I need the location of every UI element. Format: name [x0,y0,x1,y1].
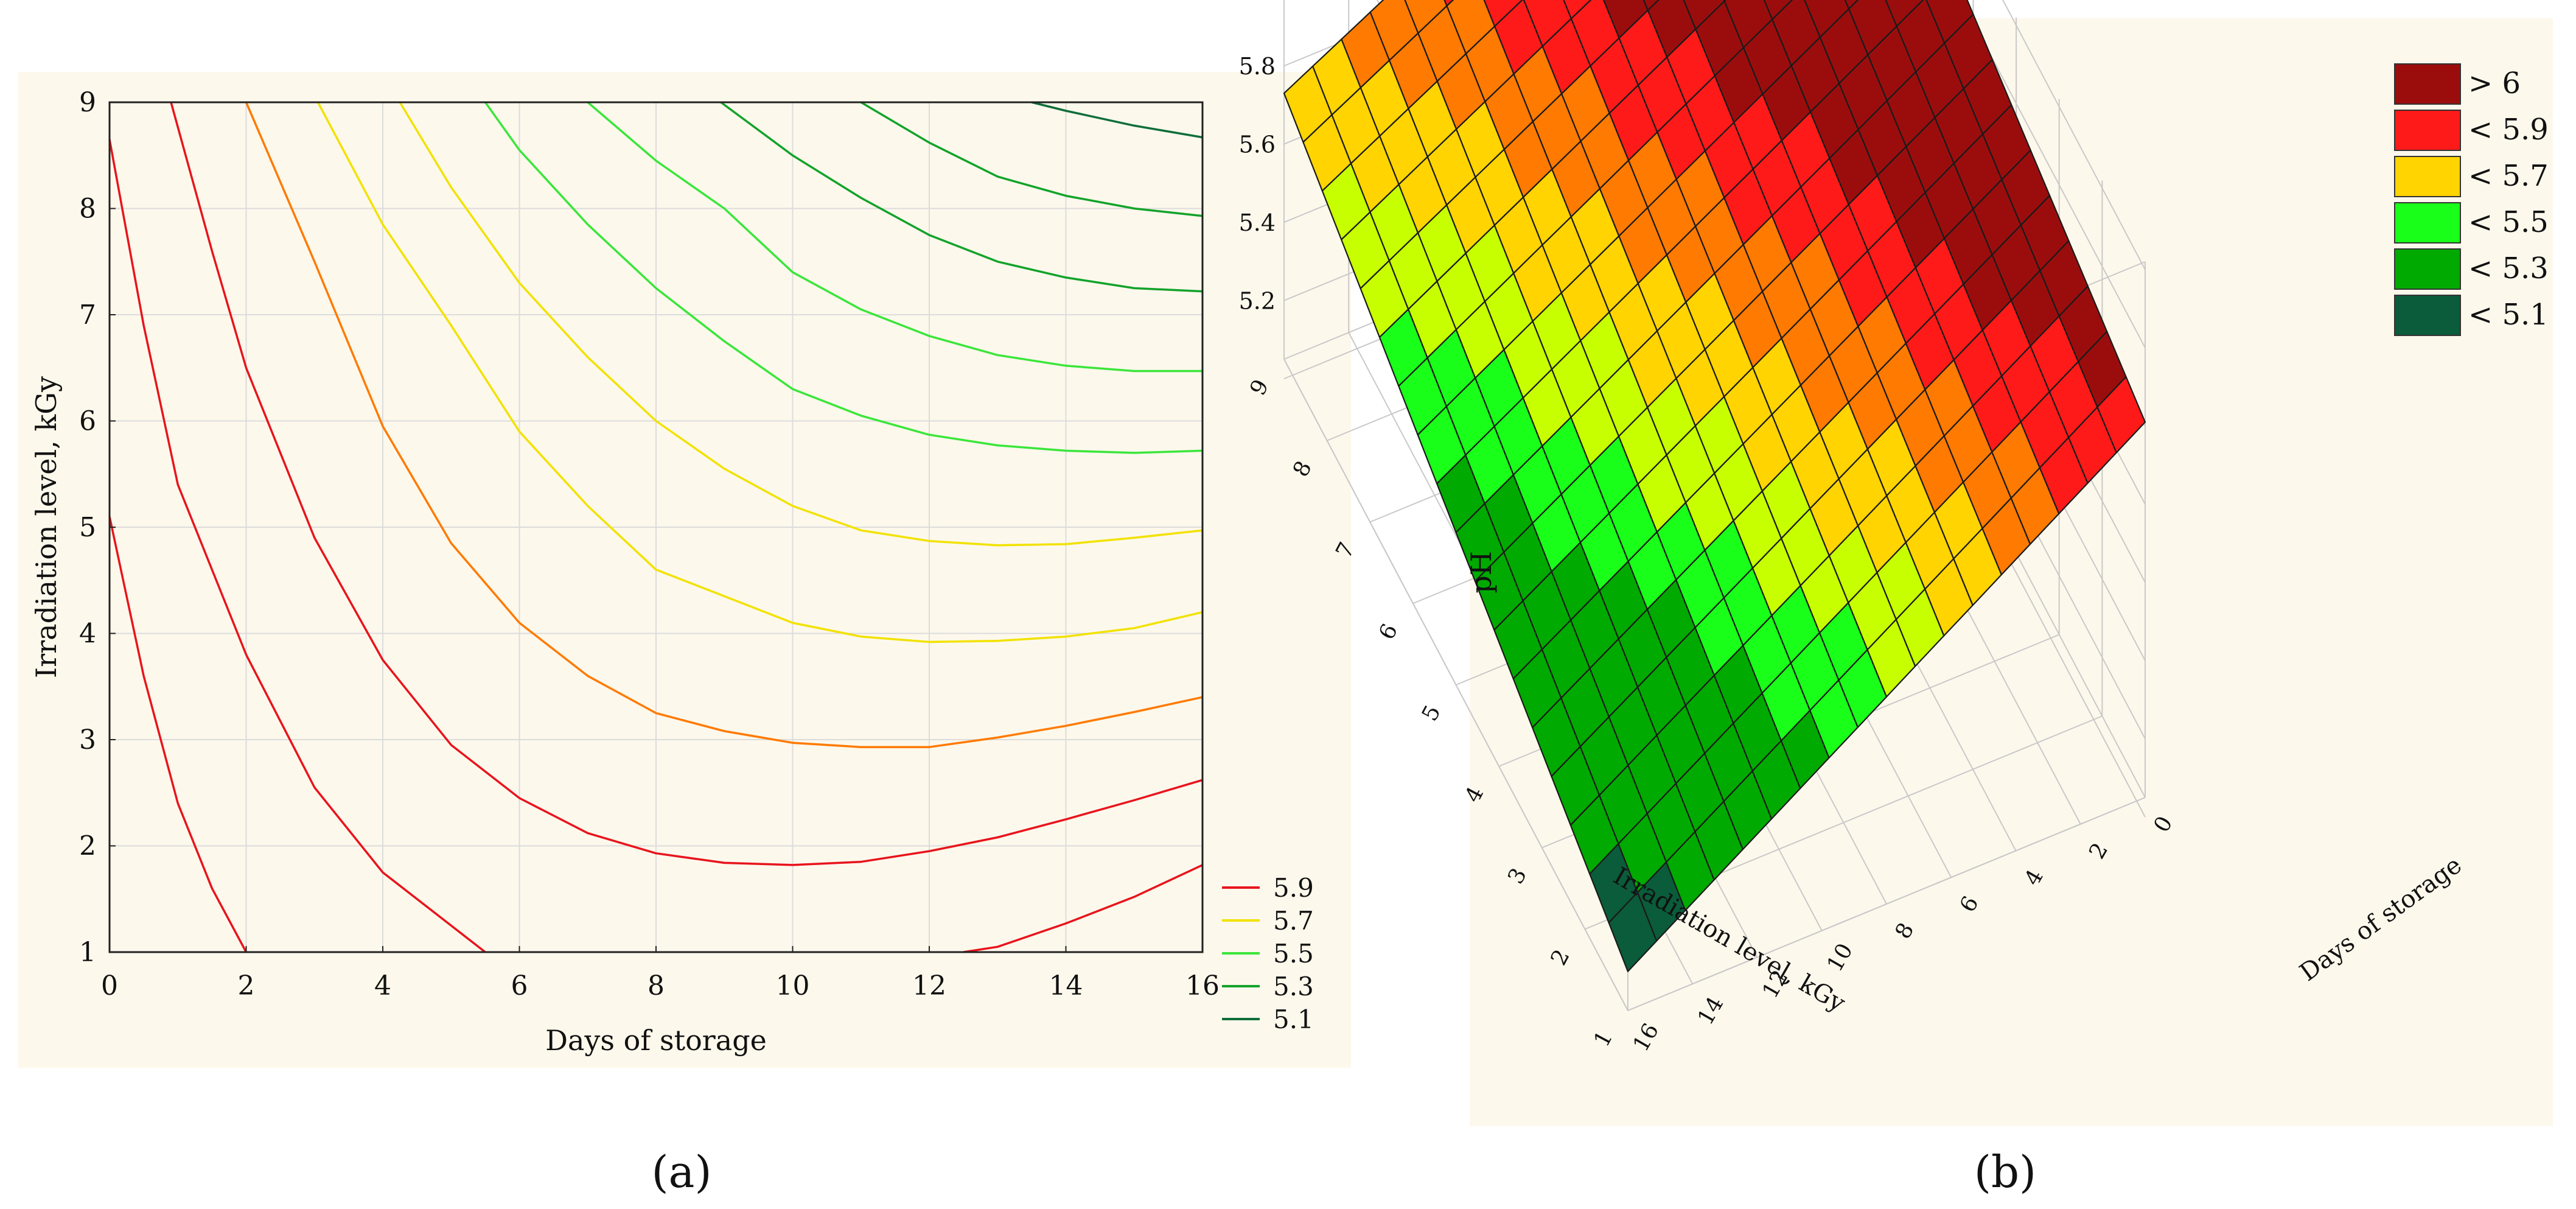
surface-cell [1404,0,1448,34]
surface-cell [1642,0,1660,11]
contour-y-tick-label: 8 [79,194,96,225]
contour-line [108,139,486,953]
surface-box-edge [1283,359,1628,1011]
contour-legend-label: 5.5 [1273,939,1314,969]
surface-legend-swatch [2394,110,2461,151]
contour-legend-label: 5.7 [1273,906,1314,936]
contour-line [245,102,1203,748]
contour-x-tick-label: 10 [776,970,810,1001]
surface-legend-label: < 5.5 [2468,205,2549,239]
surface-legend-label: > 6 [2468,66,2521,100]
contour-x-tick-label: 6 [511,970,528,1001]
surface-legend-label: < 5.7 [2468,159,2549,193]
contour-x-tick-label: 12 [912,970,946,1001]
surface-cell [1763,0,1793,20]
surface-cell [1483,0,1523,27]
surface-legend-label: < 5.3 [2468,251,2549,286]
surface-cell [1925,0,1974,44]
contour-x-ticks: 0 2 4 6 8 10 12 14 16 [101,946,1220,1001]
contour-line [720,101,1203,293]
contour-y-axis-title: Irradiation level, kGy [30,376,63,678]
contour-y-tick-label: 1 [79,937,96,968]
contour-x-tick-label: 16 [1185,970,1220,1001]
contour-lines [108,101,1203,953]
surface-cell [1723,0,1727,2]
contour-x-tick-label: 8 [647,970,665,1001]
contour-y-tick-label: 4 [79,619,96,650]
panel-label-a: (a) [651,1146,711,1197]
surface-wall-gridline [2002,0,2146,270]
surface-y-tick-label: 5 [1417,701,1446,725]
contour-x-axis-title: Days of storage [545,1024,767,1057]
contour-line [484,101,1203,454]
surface-legend-label: < 5.1 [2468,298,2549,332]
surface-box-edge [1627,797,2146,1011]
surface-legend-swatch [2394,63,2461,105]
contour-line [587,101,1202,373]
surface-cell [1683,0,1725,30]
surface-legend-swatch [2394,248,2461,290]
surface-legend-label: < 5.9 [2468,113,2549,147]
contour-y-tick-label: 2 [79,831,96,862]
surface-z-axis-title: pH [1465,551,1498,594]
contour-legend-label: 5.1 [1273,1004,1314,1034]
surface-legend-swatch [2394,156,2461,197]
contour-line [108,516,248,953]
surface-legend-swatch [2394,202,2461,244]
contour-line [399,102,1203,547]
contour-line [1031,101,1203,139]
contour-y-tick-label: 6 [79,406,96,437]
contour-line [170,102,1203,866]
surface-panel: 5.25.45.65.86.06.26.41234567890246810121… [1239,0,2553,1126]
contour-x-tick-label: 4 [374,970,391,1001]
surface-legend: > 6 < 5.9 < 5.7 < 5.5 < 5.3 < 5.1 [2394,63,2549,336]
surface-z-tick-label: 5.6 [1239,131,1276,158]
surface-z-tick-label: 6.0 [1239,0,1276,2]
surface-z-tick-label: 5.8 [1239,53,1276,80]
contour-y-ticks: 1 2 3 4 5 6 7 8 9 [79,87,116,968]
surface-mesh [1283,0,2146,972]
surface-cell [1443,0,1454,7]
contour-y-tick-label: 3 [79,724,96,755]
surface-cell [1523,0,1572,47]
contour-legend-label: 5.3 [1273,972,1314,1001]
contour-y-tick-label: 5 [79,512,96,543]
contour-legend: 5.95.75.5 5.3 5.1 [1222,873,1314,1034]
panel-label-b: (b) [1974,1146,2036,1197]
surface-cell [1804,0,1850,38]
contour-y-tick-label: 9 [79,87,96,118]
contour-line [963,864,1203,953]
contour-line [860,101,1203,217]
surface-legend-swatch [2394,295,2461,336]
contour-x-tick-label: 0 [101,970,118,1001]
surface-cell [1563,0,1592,19]
surface-cell [1885,0,1924,27]
surface-z-tick-label: 5.2 [1239,288,1276,315]
contour-y-tick-label: 7 [79,300,96,331]
contour-line [316,102,1203,643]
contour-x-tick-label: 14 [1049,970,1083,1001]
surface-cell [1844,0,1859,10]
surface-cell [1602,0,1649,39]
surface-z-tick-label: 5.4 [1239,209,1276,236]
surface-y-tick-label: 6 [1374,620,1403,643]
contour-legend-label: 5.9 [1273,873,1314,903]
contour-panel-background [18,72,1351,1068]
contour-x-tick-label: 2 [238,970,255,1001]
